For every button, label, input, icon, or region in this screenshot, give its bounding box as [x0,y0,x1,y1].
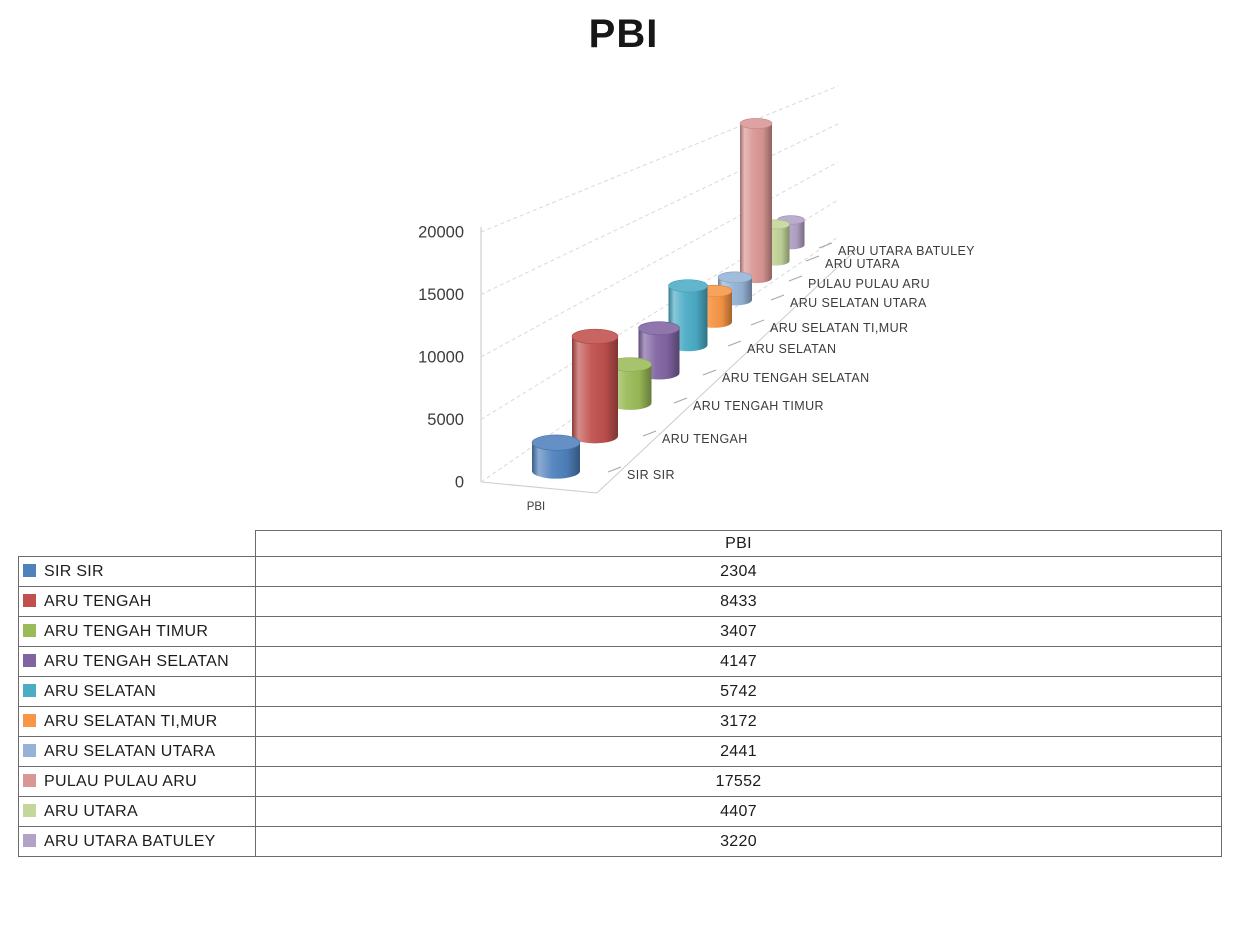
category-cell: ARU SELATAN UTARA [18,736,256,767]
category-axis-label: ARU SELATAN [747,342,836,356]
category-axis-label: ARU SELATAN UTARA [790,296,927,310]
category-cell: PULAU PULAU ARU [18,766,256,797]
value-cell: 4407 [255,796,1222,827]
category-label: ARU TENGAH SELATAN [44,653,229,670]
category-axis-label: ARU UTARA BATULEY [838,244,975,258]
category-tick [750,319,765,326]
table-row: ARU SELATAN 5742 [18,676,1222,707]
category-tick [642,430,657,437]
category-label: ARU SELATAN [44,683,157,700]
table-row: ARU TENGAH SELATAN 4147 [18,646,1222,677]
category-label: ARU TENGAH TIMUR [44,623,209,640]
category-cell: ARU SELATAN [18,676,256,707]
series-color-swatch [23,564,36,577]
category-cell: SIR SIR [18,556,256,587]
table-row: PULAU PULAU ARU 17552 [18,766,1222,797]
category-axis-label: ARU SELATAN TI,MUR [770,321,908,335]
series-axis-label: PBI [527,501,546,513]
category-tick [702,369,717,376]
series-color-swatch [23,804,36,817]
cylinder-1 [531,434,581,479]
table-row: ARU TENGAH TIMUR 3407 [18,616,1222,647]
table-row: ARU SELATAN UTARA 2441 [18,736,1222,767]
series-color-swatch [23,714,36,727]
cylinder-8 [739,118,773,284]
value-cell: 17552 [255,766,1222,797]
category-tick [607,466,622,473]
value-axis-tick-label: 20000 [418,224,464,242]
category-tick [818,242,833,249]
cylinder-3d-chart: 0 5000 10000 15000 20000 SIR SIR ARU TENGAH ARU… [418,85,975,513]
category-axis-label: ARU TENGAH [662,432,748,446]
value-cell: 3407 [255,616,1222,647]
value-cell: 2441 [255,736,1222,767]
category-axis-label: ARU TENGAH TIMUR [693,399,824,413]
category-axis-label: ARU TENGAH SELATAN [722,371,870,385]
table-row: SIR SIR 2304 [18,556,1222,587]
value-cell: 5742 [255,676,1222,707]
series-color-swatch [23,654,36,667]
value-cell: 3220 [255,826,1222,857]
series-color-swatch [23,684,36,697]
table-corner-cell [19,531,256,557]
category-axis-label: SIR SIR [627,468,675,482]
gridline [480,85,839,233]
category-label: ARU TENGAH [44,593,152,610]
table-row: ARU TENGAH 8433 [18,586,1222,617]
chart-title: PBI [588,12,659,56]
cylinder-2 [571,328,619,444]
category-tick [727,340,742,347]
value-axis-tick-label: 5000 [427,411,464,429]
value-cell: 4147 [255,646,1222,677]
table-row: ARU SELATAN TI,MUR 3172 [18,706,1222,737]
table-header-row: PBI [19,530,1222,557]
series-color-swatch [23,744,36,757]
category-cell: ARU TENGAH SELATAN [18,646,256,677]
category-cell: ARU TENGAH TIMUR [18,616,256,647]
series-color-swatch [23,594,36,607]
category-cell: ARU UTARA BATULEY [18,826,256,857]
series-color-swatch [23,624,36,637]
category-tick [788,275,803,282]
value-axis-tick-label: 15000 [418,286,464,304]
value-cell: 3172 [255,706,1222,737]
gridline [480,161,839,358]
gridline [480,123,839,295]
value-axis-tick-label: 0 [455,474,464,492]
data-table: PBI SIR SIR 2304 ARU TENGAH 8433 ARU TENGAH … [18,530,1222,857]
category-label: PULAU PULAU ARU [44,773,197,790]
category-tick [673,397,688,404]
value-column-header: PBI [255,530,1222,557]
series-color-swatch [23,834,36,847]
category-cell: ARU UTARA [18,796,256,827]
category-tick [770,294,785,301]
chart-floor-edge [480,247,859,494]
category-axis-label: PULAU PULAU ARU [808,277,930,291]
series-color-swatch [23,774,36,787]
category-axis-label: ARU UTARA [825,257,900,271]
category-label: ARU UTARA [44,803,138,820]
category-label: SIR SIR [44,563,104,580]
chart-plot-area: 0 5000 10000 15000 20000 SIR SIR ARU TENGAH ARU… [418,85,975,513]
table-row: ARU UTARA BATULEY 3220 [18,826,1222,857]
category-cell: ARU SELATAN TI,MUR [18,706,256,737]
value-cell: 8433 [255,586,1222,617]
value-cell: 2304 [255,556,1222,587]
category-label: ARU SELATAN TI,MUR [44,713,218,730]
category-tick [805,255,820,262]
value-axis-tick-label: 10000 [418,349,464,367]
category-cell: ARU TENGAH [18,586,256,617]
category-label: ARU UTARA BATULEY [44,833,216,850]
category-label: ARU SELATAN UTARA [44,743,216,760]
table-row: ARU UTARA 4407 [18,796,1222,827]
